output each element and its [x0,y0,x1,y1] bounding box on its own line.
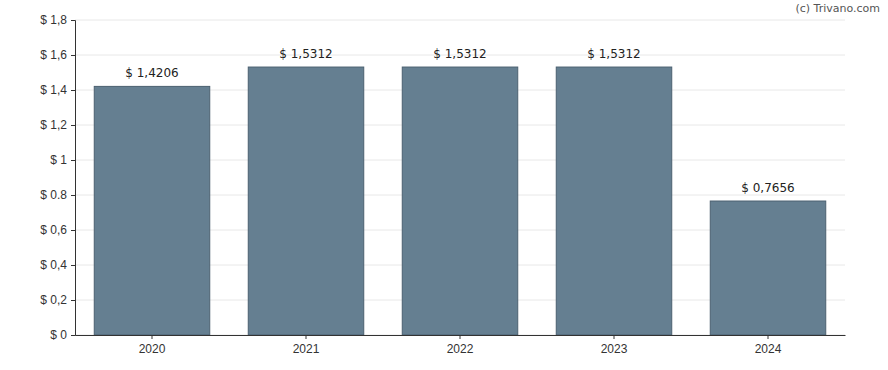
y-tick-label: $ 0.8 [40,188,67,202]
y-axis: $ 0 $ 0,2 $ 0,4 $ 0,6 $ 0.8 $ 1 $ 1,2 $ 1,4 $ 1,… [40,13,75,342]
y-tick-label: $ 0,2 [40,293,67,307]
x-tick-mark [768,335,769,339]
y-tick-mark [71,265,75,266]
annotation: (c) Trivano.com [795,2,880,15]
y-tick: $ 1,4 [40,83,75,97]
y-tick-mark [71,125,75,126]
bar [402,67,518,335]
y-tick-label: $ 1,8 [40,13,67,27]
grid [75,20,845,335]
x-tick-label: 2020 [139,342,166,356]
y-tick-label: $ 0 [50,328,67,342]
x-tick: 2024 [755,335,782,356]
y-tick-mark [71,230,75,231]
y-tick: $ 0,4 [40,258,75,272]
x-tick-label: 2022 [447,342,474,356]
bar [556,67,672,335]
y-tick-label: $ 1,4 [40,83,67,97]
data-label: $ 1,4206 [125,66,178,80]
y-tick: $ 0,2 [40,293,75,307]
y-tick-mark [71,195,75,196]
y-tick: $ 1,2 [40,118,75,132]
bars [94,67,826,335]
y-tick: $ 0 [50,328,75,342]
y-tick: $ 0.8 [40,188,75,202]
data-label: $ 1,5312 [587,47,640,61]
x-tick-mark [152,335,153,339]
x-tick: 2023 [601,335,628,356]
grid-line [75,20,845,21]
x-tick: 2020 [139,335,166,356]
x-tick-mark [614,335,615,339]
y-tick-label: $ 1 [50,153,67,167]
x-tick: 2021 [293,335,320,356]
chart: $ 0 $ 0,2 $ 0,4 $ 0,6 $ 0.8 $ 1 $ 1,2 $ 1,4 $ 1,… [0,0,888,370]
y-tick-label: $ 1,6 [40,48,67,62]
y-tick-label: $ 1,2 [40,118,67,132]
y-tick-label: $ 0,4 [40,258,67,272]
y-tick: $ 1 [50,153,75,167]
plot: $ 0 $ 0,2 $ 0,4 $ 0,6 $ 0.8 $ 1 $ 1,2 $ 1,4 $ 1,… [40,13,845,355]
x-tick-mark [306,335,307,339]
x-tick-label: 2024 [755,342,782,356]
data-labels: $ 1,4206 $ 1,5312 $ 1,5312 $ 1,5312 $ 0,7656 [125,47,794,195]
x-tick-mark [460,335,461,339]
y-tick-label: $ 0,6 [40,223,67,237]
y-tick: $ 0,6 [40,223,75,237]
y-tick-mark [71,90,75,91]
data-label: $ 1,5312 [279,47,332,61]
y-tick-mark [71,160,75,161]
x-tick-label: 2023 [601,342,628,356]
y-tick: $ 1,8 [40,13,75,27]
bar [710,201,826,335]
y-axis-line [71,21,76,336]
y-tick-mark [71,335,75,336]
y-tick-mark [71,55,75,56]
bar [248,67,364,335]
y-tick: $ 1,6 [40,48,75,62]
y-tick-mark [71,20,75,21]
x-tick-label: 2021 [293,342,320,356]
data-label: $ 1,5312 [433,47,486,61]
bar [94,86,210,335]
x-axis: 2020 2021 2022 2023 2024 [76,335,846,356]
data-label: $ 0,7656 [741,181,794,195]
x-tick: 2022 [447,335,474,356]
y-tick-mark [71,300,75,301]
